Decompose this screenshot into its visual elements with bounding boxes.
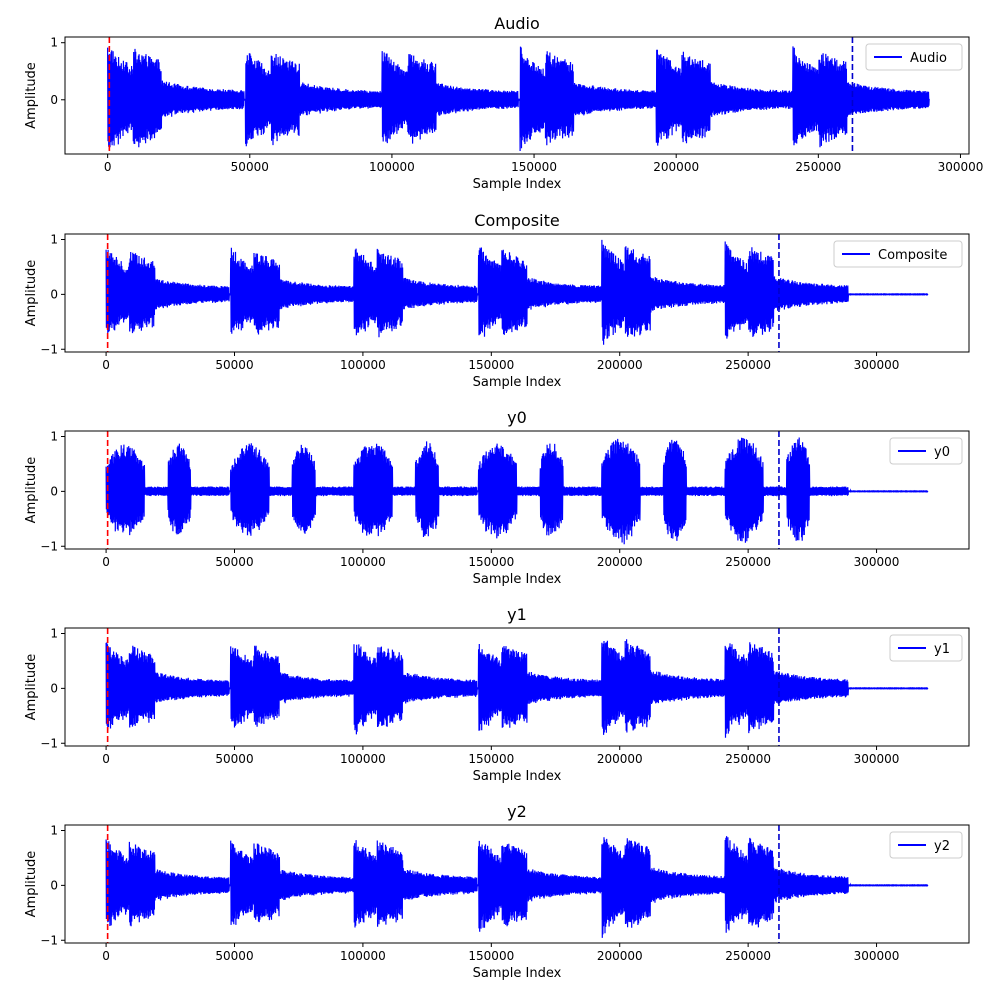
x-tick-label: 0 — [102, 949, 110, 963]
x-tick-label: 50000 — [215, 752, 253, 766]
x-tick-label: 300000 — [854, 752, 900, 766]
x-tick-label: 300000 — [854, 555, 900, 569]
x-tick-label: 200000 — [597, 555, 643, 569]
x-tick-label: 200000 — [653, 160, 699, 174]
legend: Composite — [833, 240, 963, 268]
y-tick-label: 0 — [50, 287, 58, 301]
x-tick-label: 0 — [102, 358, 110, 372]
x-tick-label: 100000 — [340, 358, 386, 372]
y-axis-label: Amplitude — [24, 457, 39, 524]
x-tick-label: 150000 — [468, 358, 514, 372]
y-axis-label: Amplitude — [24, 62, 39, 129]
x-axis-label: Sample Index — [473, 572, 562, 587]
subplot-title: y0 — [507, 408, 527, 427]
x-tick-label: 150000 — [468, 752, 514, 766]
subplot-title: y2 — [507, 802, 527, 821]
x-axis-label: Sample Index — [473, 375, 562, 390]
subplot-y0: 0 50000 100000 150000 200000 250000 300000 −1 0 1… — [24, 408, 970, 587]
legend-box — [865, 43, 963, 71]
x-tick-label: 100000 — [340, 555, 386, 569]
y-tick-label: 1 — [50, 429, 58, 443]
legend: y1 — [889, 634, 963, 662]
x-tick-label: 150000 — [468, 555, 514, 569]
legend-box — [833, 240, 963, 268]
subplot-audio: 0 50000 100000 150000 200000 250000 300000 0 1 Au… — [24, 14, 983, 192]
x-tick-label: 0 — [102, 752, 110, 766]
waveform-line — [105, 239, 929, 345]
x-tick-label: 150000 — [511, 160, 557, 174]
y-tick-label: −1 — [40, 342, 58, 356]
legend-label: y2 — [934, 839, 950, 854]
y-tick-label: −1 — [40, 736, 58, 750]
legend: Audio — [865, 43, 963, 71]
x-tick-label: 250000 — [795, 160, 841, 174]
y-tick-label: 1 — [50, 36, 58, 50]
plot-frame — [64, 627, 970, 747]
x-tick-label: 300000 — [854, 949, 900, 963]
subplot-title: y1 — [507, 605, 527, 624]
x-tick-label: 100000 — [340, 949, 386, 963]
waveform-line — [105, 836, 929, 938]
x-tick-label: 50000 — [215, 358, 253, 372]
y-axis-label: Amplitude — [24, 654, 39, 721]
x-tick-label: 250000 — [725, 949, 771, 963]
x-tick-label: 150000 — [468, 949, 514, 963]
plot-frame — [64, 36, 970, 155]
legend-label: y0 — [934, 445, 950, 460]
waveform-line — [105, 437, 929, 545]
legend-label: Composite — [878, 248, 947, 263]
waveform-line — [107, 46, 930, 152]
x-tick-label: 100000 — [340, 752, 386, 766]
y-tick-label: −1 — [40, 933, 58, 947]
x-tick-label: 250000 — [725, 752, 771, 766]
y-tick-label: 0 — [50, 484, 58, 498]
x-tick-label: 0 — [102, 555, 110, 569]
x-tick-label: 300000 — [938, 160, 984, 174]
y-tick-label: 1 — [50, 823, 58, 837]
x-tick-label: 200000 — [597, 358, 643, 372]
x-tick-label: 50000 — [231, 160, 269, 174]
x-tick-label: 50000 — [215, 555, 253, 569]
subplot-y2: 0 50000 100000 150000 200000 250000 300000 −1 0 1… — [24, 802, 970, 981]
subplot-title: Composite — [474, 211, 559, 230]
x-tick-label: 50000 — [215, 949, 253, 963]
legend-label: y1 — [934, 642, 950, 657]
y-tick-label: −1 — [40, 539, 58, 553]
y-axis-label: Amplitude — [24, 851, 39, 918]
legend: y0 — [889, 437, 963, 465]
waveform-line — [105, 639, 929, 738]
y-tick-label: 1 — [50, 232, 58, 246]
subplot-composite: 0 50000 100000 150000 200000 250000 300000 −1 0 1… — [24, 211, 970, 390]
y-axis-label: Amplitude — [24, 260, 39, 327]
subplot-title: Audio — [494, 14, 539, 33]
subplot-y1: 0 50000 100000 150000 200000 250000 300000 −1 0 1… — [24, 605, 970, 784]
y-tick-label: 0 — [50, 681, 58, 695]
plot-frame — [64, 233, 970, 353]
x-tick-label: 0 — [104, 160, 112, 174]
x-axis-label: Sample Index — [473, 769, 562, 784]
x-axis-label: Sample Index — [473, 966, 562, 981]
y-tick-label: 0 — [50, 93, 58, 107]
plot-frame — [64, 430, 970, 550]
legend: y2 — [889, 831, 963, 859]
x-tick-label: 250000 — [725, 358, 771, 372]
x-tick-label: 100000 — [369, 160, 415, 174]
x-tick-label: 200000 — [597, 949, 643, 963]
x-tick-label: 250000 — [725, 555, 771, 569]
x-tick-label: 200000 — [597, 752, 643, 766]
plot-frame — [64, 824, 970, 944]
y-tick-label: 1 — [50, 626, 58, 640]
y-tick-label: 0 — [50, 878, 58, 892]
x-tick-label: 300000 — [854, 358, 900, 372]
legend-label: Audio — [910, 51, 947, 66]
x-axis-label: Sample Index — [473, 177, 562, 192]
